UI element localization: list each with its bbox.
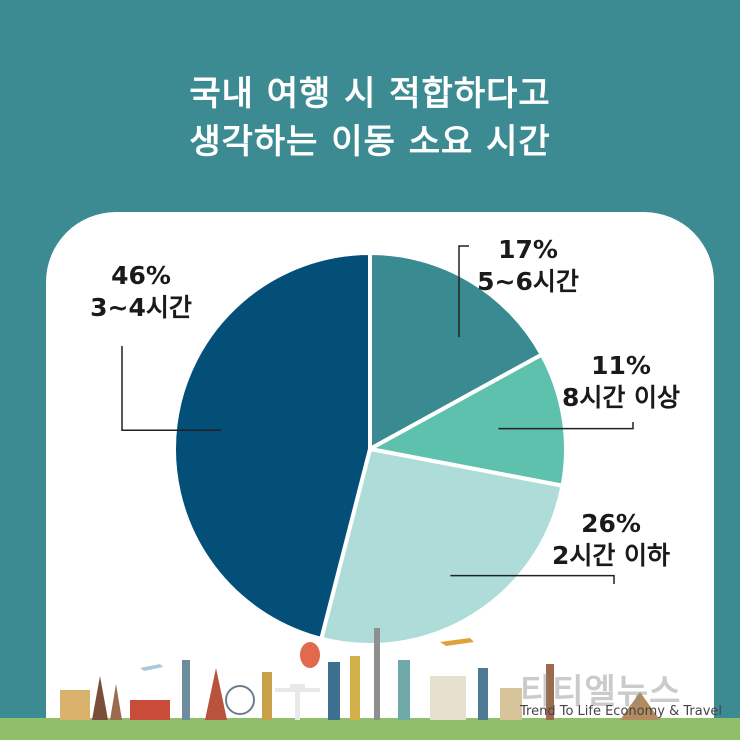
- cn-tower: [374, 628, 380, 720]
- slice-2h-below: [319, 447, 565, 647]
- hot-air-balloon: [300, 642, 320, 668]
- slice-category-label: 3~4시간: [90, 293, 192, 322]
- grass-strip: [0, 718, 740, 740]
- tower-4: [546, 664, 554, 720]
- leader-line-5-6h: [458, 245, 469, 338]
- tower-2: [262, 672, 272, 720]
- brand-logo-text: 티티엘뉴스: [520, 672, 682, 712]
- airplane-1: [440, 638, 474, 646]
- statue-of-liberty: [398, 660, 410, 720]
- spire-2: [110, 684, 122, 720]
- slice-category-label: 2시간 이하: [551, 541, 671, 570]
- ferris-wheel: [225, 685, 255, 715]
- leader-line-2h-below: [450, 574, 615, 584]
- slice-value-label: 26%: [581, 509, 641, 538]
- pagoda: [205, 668, 227, 720]
- tower-3: [478, 668, 488, 720]
- capitol: [430, 676, 466, 720]
- building-2: [500, 688, 522, 720]
- building-1: [60, 690, 90, 720]
- brand-tagline: Trend To Life Economy & Travel: [520, 704, 723, 719]
- temple: [620, 692, 660, 720]
- airplane-2: [140, 664, 163, 671]
- slice-label-3-4h: 46% 3~4시간: [76, 260, 206, 324]
- slice-value-label: 46%: [111, 261, 171, 290]
- spire-1: [92, 676, 108, 720]
- slice-label-2h-below: 26% 2시간 이하: [536, 508, 686, 572]
- tower-1: [182, 660, 190, 720]
- slice-label-5-6h: 17% 5~6시간: [468, 234, 588, 298]
- torii-gate: [130, 700, 170, 720]
- slice-8h-plus: [368, 352, 568, 488]
- skyscraper-1: [328, 662, 340, 720]
- christ-statue: [275, 684, 320, 720]
- slice-value-label: 17%: [498, 235, 558, 264]
- brand-watermark: 티티엘뉴스 Trend To Life Economy & Travel: [520, 664, 740, 719]
- chart-title-line-2: 생각하는 이동 소요 시간: [189, 122, 551, 162]
- leader-line-8h-plus: [498, 422, 634, 430]
- slice-label-8h-plus: 11% 8시간 이상: [546, 350, 696, 414]
- slice-3-4h: [172, 251, 372, 641]
- chart-title-line-1: 국내 여행 시 적합하다고: [189, 74, 551, 114]
- slice-5-6h: [368, 251, 544, 451]
- skyscraper-2: [350, 656, 360, 720]
- slice-value-label: 11%: [591, 351, 651, 380]
- leader-line-3-4h: [121, 346, 222, 431]
- slice-category-label: 8시간 이상: [561, 383, 681, 412]
- slice-category-label: 5~6시간: [477, 267, 579, 296]
